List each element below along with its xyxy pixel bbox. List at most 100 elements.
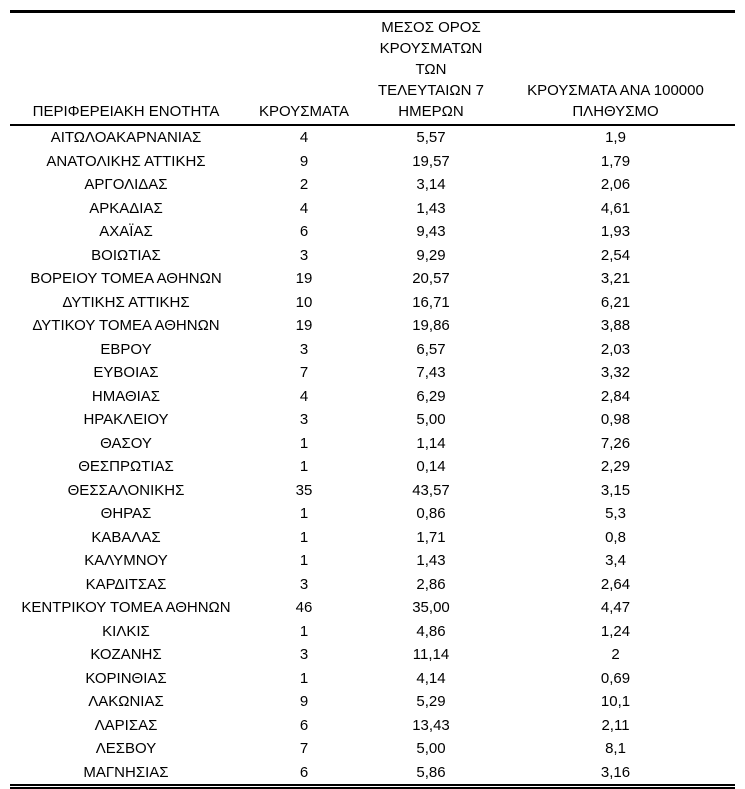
table-row: ΒΟΙΩΤΙΑΣ 3 9,29 2,54 bbox=[10, 244, 735, 268]
per-100000-cell: 3,15 bbox=[600, 481, 631, 499]
region-cell: ΗΜΑΘΙΑΣ bbox=[91, 387, 161, 405]
table-row: ΚΟΖΑΝΗΣ 3 11,14 2 bbox=[10, 643, 735, 667]
region-cell: ΔΥΤΙΚΗΣ ΑΤΤΙΚΗΣ bbox=[62, 293, 190, 311]
region-cell: ΚΑΡΔΙΤΣΑΣ bbox=[85, 575, 167, 593]
region-cell: ΚΟΡΙΝΘΙΑΣ bbox=[85, 669, 167, 687]
region-cell: ΚΟΖΑΝΗΣ bbox=[90, 646, 162, 663]
region-cell: ΔΥΤΙΚΟΥ ΤΟΜΕΑ ΑΘΗΝΩΝ bbox=[32, 317, 220, 334]
cases-cell: 1 bbox=[299, 552, 309, 569]
region-cell: ΚΑΒΑΛΑΣ bbox=[91, 528, 161, 546]
avg-7-days-cell: 11,14 bbox=[412, 646, 450, 663]
avg-7-days-cell: 35,00 bbox=[412, 599, 450, 616]
cases-cell: 19 bbox=[295, 270, 313, 287]
region-cell: ΚΙΛΚΙΣ bbox=[102, 622, 150, 640]
avg-7-days-cell: 19,57 bbox=[412, 152, 450, 170]
avg-7-days-cell: 6,29 bbox=[416, 387, 446, 405]
table-row: ΔΥΤΙΚΗΣ ΑΤΤΙΚΗΣ 10 16,71 6,21 bbox=[10, 291, 735, 315]
per-100000-cell: 8,1 bbox=[605, 740, 626, 757]
table-row: ΑΡΓΟΛΙΔΑΣ 2 3,14 2,06 bbox=[10, 173, 735, 197]
table-row: ΘΕΣΠΡΩΤΙΑΣ 1 0,14 2,29 bbox=[10, 455, 735, 479]
table-row: ΑΧΑΪΑΣ 6 9,43 1,93 bbox=[10, 220, 735, 244]
per-100000-cell: 0,98 bbox=[600, 411, 631, 428]
cases-cell: 7 bbox=[299, 740, 309, 757]
column-header-avg-7-days: ΜΕΣΟΣ ΟΡΟΣ ΚΡΟΥΣΜΑΤΩΝ ΤΩΝ ΤΕΛΕΥΤΑΙΩΝ 7 Η… bbox=[366, 11, 496, 126]
avg-7-days-cell: 3,14 bbox=[416, 176, 446, 193]
region-cell: ΗΡΑΚΛΕΙΟΥ bbox=[83, 411, 169, 428]
region-cell: ΑΝΑΤΟΛΙΚΗΣ ΑΤΤΙΚΗΣ bbox=[46, 152, 206, 170]
avg-7-days-cell: 7,43 bbox=[416, 364, 446, 381]
per-100000-cell: 3,21 bbox=[600, 270, 631, 287]
cases-cell: 1 bbox=[299, 434, 309, 452]
table-row: ΚΙΛΚΙΣ 1 4,86 1,24 bbox=[10, 620, 735, 644]
avg-7-days-cell: 0,86 bbox=[416, 505, 446, 522]
cases-cell: 6 bbox=[299, 223, 309, 240]
region-cell: ΘΑΣΟΥ bbox=[100, 434, 152, 452]
cases-cell: 4 bbox=[299, 129, 309, 146]
table-row: ΚΑΒΑΛΑΣ 1 1,71 0,8 bbox=[10, 526, 735, 550]
avg-7-days-cell: 1,14 bbox=[416, 434, 446, 452]
per-100000-cell: 6,21 bbox=[600, 293, 631, 311]
avg-7-days-cell: 5,00 bbox=[416, 740, 446, 757]
table-row: ΒΟΡΕΙΟΥ ΤΟΜΕΑ ΑΘΗΝΩΝ 19 20,57 3,21 bbox=[10, 267, 735, 291]
cases-cell: 35 bbox=[295, 481, 313, 499]
avg-7-days-cell: 1,43 bbox=[416, 199, 446, 217]
avg-7-days-cell: 6,57 bbox=[416, 340, 446, 358]
avg-7-days-cell: 4,14 bbox=[416, 669, 446, 687]
region-cell: ΘΕΣΠΡΩΤΙΑΣ bbox=[78, 458, 174, 475]
region-cell: ΚΑΛΥΜΝΟΥ bbox=[84, 552, 168, 569]
table-header: ΠΕΡΙΦΕΡΕΙΑΚΗ ΕΝΟΤΗΤΑ ΚΡΟΥΣΜΑΤΑ ΜΕΣΟΣ ΟΡΟ… bbox=[10, 11, 735, 126]
per-100000-cell: 1,79 bbox=[600, 152, 631, 170]
avg-7-days-cell: 2,86 bbox=[416, 575, 446, 593]
avg-7-days-cell: 5,86 bbox=[416, 763, 446, 781]
per-100000-cell: 10,1 bbox=[600, 693, 631, 710]
per-100000-cell: 2,29 bbox=[600, 458, 631, 475]
per-100000-cell: 1,9 bbox=[605, 129, 626, 146]
per-100000-cell: 3,88 bbox=[600, 317, 631, 334]
table-row: ΕΒΡΟΥ 3 6,57 2,03 bbox=[10, 338, 735, 362]
column-header-cases: ΚΡΟΥΣΜΑΤΑ bbox=[242, 11, 366, 126]
table-row: ΑΝΑΤΟΛΙΚΗΣ ΑΤΤΙΚΗΣ 9 19,57 1,79 bbox=[10, 150, 735, 174]
cases-cell: 3 bbox=[299, 411, 309, 428]
region-cell: ΕΥΒΟΙΑΣ bbox=[93, 364, 159, 381]
cases-cell: 3 bbox=[299, 646, 309, 663]
per-100000-cell: 5,3 bbox=[605, 505, 626, 522]
column-header-per-100000: ΚΡΟΥΣΜΑΤΑ ΑΝΑ 100000 ΠΛΗΘΥΣΜΟ bbox=[496, 11, 735, 126]
region-cell: ΑΧΑΪΑΣ bbox=[99, 223, 153, 240]
cases-cell: 4 bbox=[299, 387, 309, 405]
avg-7-days-cell: 1,71 bbox=[416, 528, 446, 546]
table-row: ΚΕΝΤΡΙΚΟΥ ΤΟΜΕΑ ΑΘΗΝΩΝ 46 35,00 4,47 bbox=[10, 596, 735, 620]
table-row: ΑΙΤΩΛΟΑΚΑΡΝΑΝΙΑΣ 4 5,57 1,9 bbox=[10, 125, 735, 150]
cases-cell: 6 bbox=[299, 763, 309, 781]
table-row: ΑΡΚΑΔΙΑΣ 4 1,43 4,61 bbox=[10, 197, 735, 221]
region-cell: ΛΕΣΒΟΥ bbox=[95, 740, 157, 757]
table-row: ΕΥΒΟΙΑΣ 7 7,43 3,32 bbox=[10, 361, 735, 385]
region-cell: ΒΟΙΩΤΙΑΣ bbox=[91, 246, 161, 264]
per-100000-cell: 2,06 bbox=[600, 176, 631, 193]
cases-cell: 2 bbox=[299, 176, 309, 193]
avg-7-days-cell: 20,57 bbox=[412, 270, 450, 287]
cases-cell: 7 bbox=[299, 364, 309, 381]
cases-cell: 9 bbox=[299, 693, 309, 710]
per-100000-cell: 3,16 bbox=[600, 763, 631, 781]
per-100000-cell: 0,8 bbox=[605, 528, 626, 546]
per-100000-cell: 1,93 bbox=[600, 223, 631, 240]
avg-7-days-cell: 9,29 bbox=[416, 246, 446, 264]
avg-7-days-cell: 5,29 bbox=[416, 693, 446, 710]
table-row: ΛΑΚΩΝΙΑΣ 9 5,29 10,1 bbox=[10, 690, 735, 714]
cases-cell: 1 bbox=[299, 458, 309, 475]
avg-7-days-cell: 1,43 bbox=[416, 552, 446, 569]
per-100000-cell: 0,69 bbox=[600, 669, 631, 687]
region-cell: ΘΗΡΑΣ bbox=[100, 505, 152, 522]
table-row: ΗΡΑΚΛΕΙΟΥ 3 5,00 0,98 bbox=[10, 408, 735, 432]
cases-cell: 9 bbox=[299, 152, 309, 170]
avg-7-days-cell: 4,86 bbox=[416, 622, 446, 640]
region-cell: ΑΙΤΩΛΟΑΚΑΡΝΑΝΙΑΣ bbox=[50, 129, 202, 146]
table-row: ΘΑΣΟΥ 1 1,14 7,26 bbox=[10, 432, 735, 456]
cases-cell: 19 bbox=[295, 317, 313, 334]
cases-cell: 1 bbox=[299, 669, 309, 687]
per-100000-cell: 2,84 bbox=[600, 387, 631, 405]
cases-cell: 6 bbox=[299, 716, 309, 734]
cases-cell: 10 bbox=[295, 293, 313, 311]
avg-7-days-cell: 5,57 bbox=[416, 129, 446, 146]
table-row: ΘΗΡΑΣ 1 0,86 5,3 bbox=[10, 502, 735, 526]
